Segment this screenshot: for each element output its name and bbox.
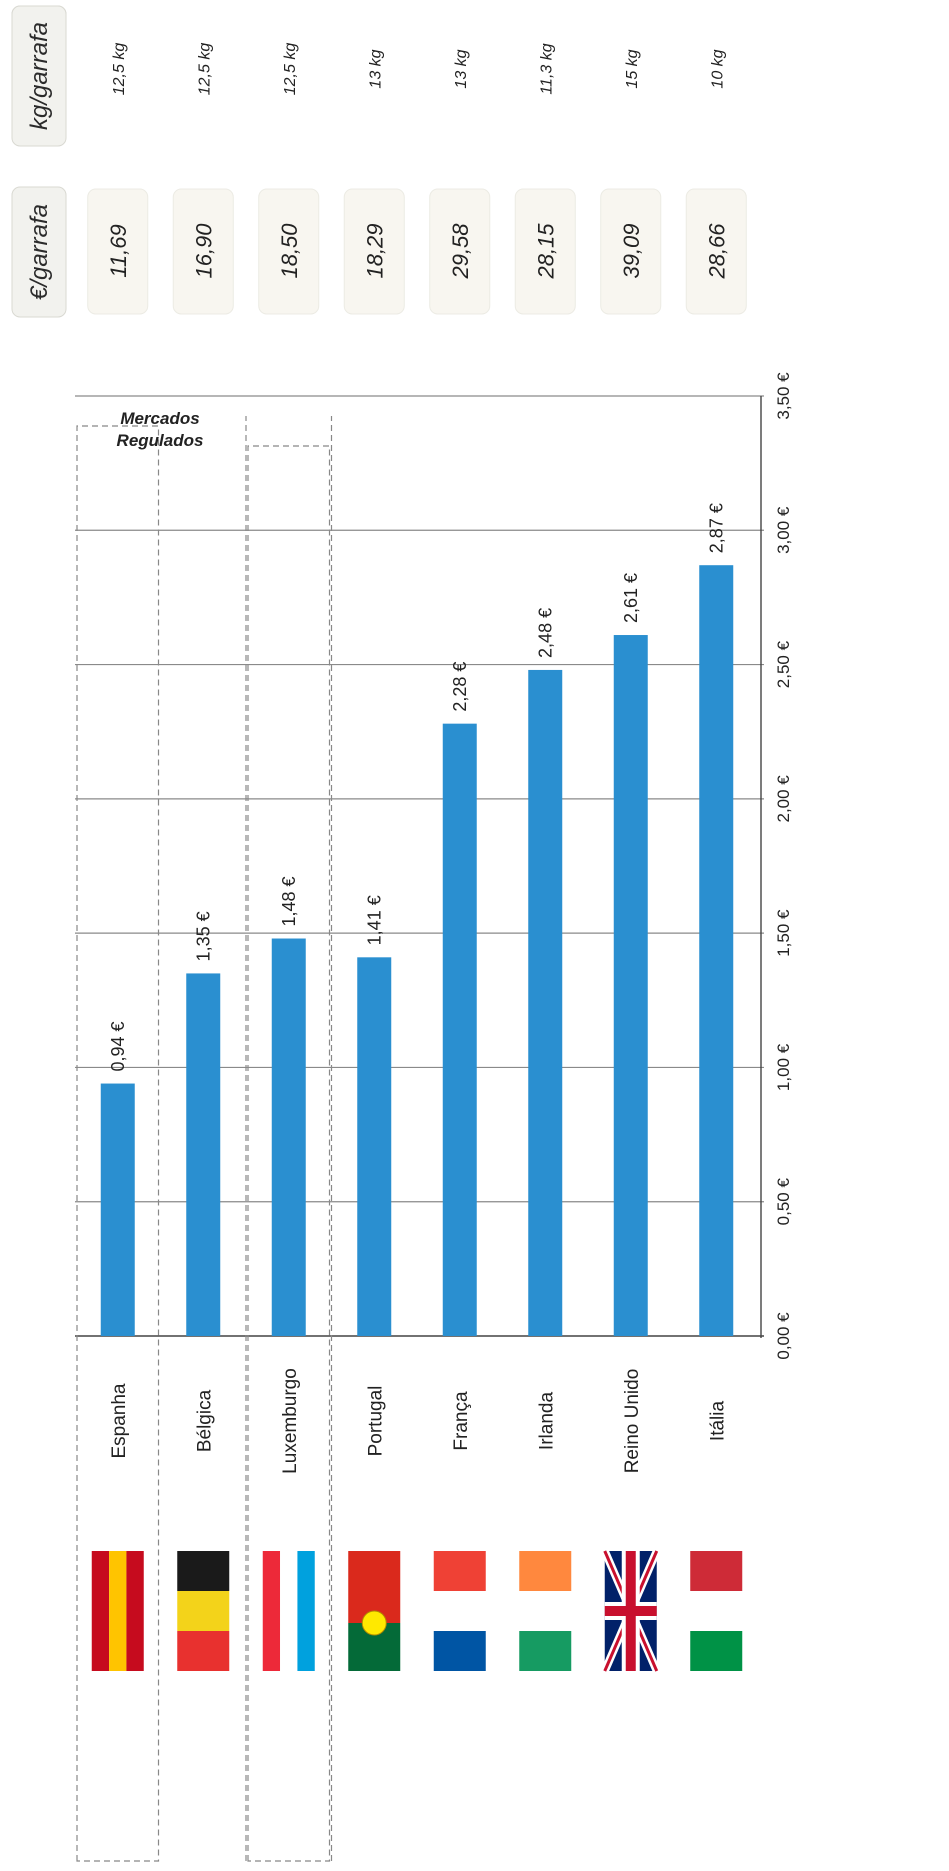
italy-flag-icon	[690, 1551, 743, 1671]
bar	[528, 669, 563, 1336]
tick-label: 3,50 €	[774, 372, 793, 420]
luxembourg-flag-icon	[262, 1551, 315, 1671]
bar	[186, 973, 221, 1336]
weight-value: 12,5 kg	[196, 43, 213, 96]
weight-value: 11,3 kg	[538, 43, 555, 94]
price-value: 28,66	[704, 223, 729, 280]
price-cell	[87, 188, 149, 315]
bar	[100, 1083, 135, 1336]
weight-value: 12,5 kg	[111, 43, 128, 96]
category-label: Irlanda	[536, 1392, 557, 1451]
bar	[699, 565, 734, 1336]
price-value: 11,69	[106, 224, 131, 277]
regulated-market-box	[247, 445, 331, 1862]
price-header-badge	[11, 186, 67, 318]
price-value: 18,50	[277, 223, 302, 279]
category-label: Itália	[707, 1401, 728, 1442]
weight-value: 13 kg	[367, 49, 384, 88]
price-cell	[685, 188, 747, 315]
bar	[271, 938, 306, 1336]
tick-label: 0,50 €	[774, 1178, 793, 1226]
bars-layer	[100, 565, 734, 1336]
regulated-boxes	[76, 416, 333, 1862]
price-cell	[258, 188, 320, 315]
category-label: Reino Unido	[622, 1369, 643, 1474]
price-cell	[600, 188, 662, 315]
tick-label: 0,00 €	[774, 1312, 793, 1360]
ireland-flag-icon	[519, 1551, 572, 1671]
annotation-line-1: Mercados	[120, 409, 199, 428]
annotation-line-2: Regulados	[117, 431, 204, 450]
category-label: Portugal	[365, 1386, 386, 1457]
tick-label: 2,50 €	[774, 640, 793, 688]
weight-header: kg/garrafa	[26, 22, 53, 130]
category-label: Bélgica	[194, 1389, 215, 1452]
data-label: 2,87 €	[706, 503, 726, 553]
price-cell	[514, 188, 576, 315]
weight-value: 15 kg	[624, 49, 641, 88]
france-flag-icon	[433, 1551, 486, 1671]
price-header: €/garrafa	[26, 204, 53, 300]
grid-layer	[75, 395, 764, 1338]
weight-value: 13 kg	[453, 49, 470, 88]
data-label: 2,61 €	[621, 573, 641, 623]
regulated-market-box	[76, 425, 160, 1862]
spain-flag-icon	[91, 1551, 144, 1671]
price-value: 39,09	[619, 223, 644, 278]
weight-value: 12,5 kg	[282, 43, 299, 96]
weight-header-badge	[11, 5, 67, 147]
bar	[357, 957, 392, 1336]
tick-label: 3,00 €	[774, 506, 793, 554]
tick-label: 1,00 €	[774, 1043, 793, 1091]
weight-value: 10 kg	[709, 49, 726, 88]
flags-layer	[91, 1549, 743, 1673]
data-label: 1,41 €	[364, 895, 384, 945]
price-value: 18,29	[362, 223, 387, 278]
belgium-flag-icon	[177, 1551, 230, 1671]
price-cell	[429, 188, 491, 315]
table-layer: €/kg€/garrafakg/garrafa11,6916,9018,5018…	[11, 5, 747, 318]
category-label: França	[451, 1391, 472, 1451]
price-value: 16,90	[191, 223, 216, 279]
data-label: 2,28 €	[450, 662, 470, 712]
labels-layer: 0,00 € 0,50 € 1,00 € 1,50 € 2,00 € 2,50 € 3,00…	[108, 372, 793, 1474]
price-value: 28,15	[533, 223, 558, 280]
data-label: 1,35 €	[193, 911, 213, 961]
uk-flag-icon	[601, 1549, 661, 1673]
bar	[613, 635, 648, 1336]
tick-label: 2,00 €	[774, 775, 793, 823]
annotation-layer: Mercados Regulados	[117, 409, 204, 450]
tick-label: 1,50 €	[774, 909, 793, 957]
price-cell	[343, 188, 405, 315]
category-label: Luxemburgo	[280, 1368, 301, 1474]
portugal-flag-icon	[348, 1551, 401, 1671]
price-value: 29,58	[448, 223, 473, 280]
category-label: Espanha	[109, 1383, 130, 1458]
price-cell	[172, 188, 234, 315]
data-label: 2,48 €	[535, 608, 555, 658]
bar	[442, 723, 477, 1336]
data-label: 0,94 €	[108, 1021, 128, 1071]
data-label: 1,48 €	[279, 876, 299, 926]
